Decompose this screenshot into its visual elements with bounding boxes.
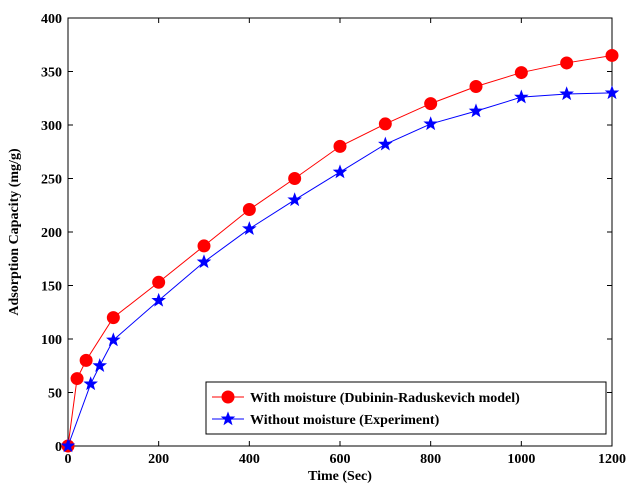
data-point [605, 48, 619, 62]
data-point [79, 353, 93, 367]
data-point [106, 311, 120, 325]
legend-items: With moisture (Dubinin-Raduskevich model… [212, 390, 520, 428]
data-point [514, 66, 528, 80]
legend-label: Without moisture (Experiment) [250, 413, 440, 428]
x-tick-label: 800 [420, 452, 441, 467]
y-tick-label: 100 [41, 333, 62, 348]
data-point [468, 103, 484, 118]
data-point [60, 438, 76, 453]
x-axis-ticks: 0 200 400 600 800 1000 1200 [65, 18, 626, 467]
data-point [559, 86, 574, 101]
data-point [332, 164, 348, 179]
legend-marker [221, 390, 235, 404]
x-tick-label: 400 [239, 452, 260, 467]
data-point [70, 372, 84, 386]
legend-item: With moisture (Dubinin-Raduskevich model… [212, 390, 520, 406]
data-point [197, 239, 211, 253]
data-point [106, 332, 121, 347]
data-point [288, 172, 302, 185]
x-tick-label: 200 [148, 452, 169, 467]
y-tick-label: 300 [41, 119, 62, 134]
data-point [604, 85, 620, 100]
data-point [151, 292, 166, 307]
data-point [514, 89, 529, 104]
legend-item: Without moisture (Experiment) [212, 411, 440, 428]
y-tick-label: 150 [41, 280, 62, 295]
data-point [92, 358, 108, 372]
series-layer [60, 48, 620, 453]
y-tick-label: 400 [41, 12, 62, 27]
y-tick-label: 350 [41, 66, 62, 81]
y-tick-label: 50 [48, 387, 62, 402]
x-tick-label: 0 [65, 452, 72, 467]
data-point [287, 192, 302, 207]
plot-area [67, 17, 613, 447]
data-point [242, 221, 257, 235]
y-tick-label: 250 [41, 173, 62, 188]
data-point [242, 203, 256, 217]
x-tick-label: 600 [330, 452, 351, 467]
data-point [378, 117, 392, 131]
data-point [196, 254, 212, 269]
y-axis-label: Adsorption Capacity (mg/g) [7, 148, 22, 316]
x-tick-label: 1200 [598, 452, 626, 467]
data-point [424, 97, 438, 111]
data-point [152, 275, 166, 289]
legend-marker [220, 411, 236, 426]
plot-frame [67, 17, 613, 447]
legend-box [205, 381, 607, 435]
data-point [378, 136, 393, 151]
data-point [469, 79, 483, 93]
legend: With moisture (Dubinin-Raduskevich model… [205, 381, 607, 435]
data-point [333, 139, 347, 153]
data-point [83, 376, 98, 391]
series-2 [60, 85, 620, 453]
series-1 [61, 48, 619, 453]
data-point [423, 116, 438, 131]
x-tick-label: 1000 [507, 452, 535, 467]
legend-label: With moisture (Dubinin-Raduskevich model… [250, 391, 520, 406]
y-tick-label: 200 [41, 226, 62, 241]
y-tick-label: 0 [55, 440, 62, 455]
data-point [560, 56, 574, 70]
x-axis-label: Time (Sec) [308, 469, 372, 484]
y-axis-ticks: 0 50 100 150 200 250 300 350 400 [41, 12, 612, 455]
